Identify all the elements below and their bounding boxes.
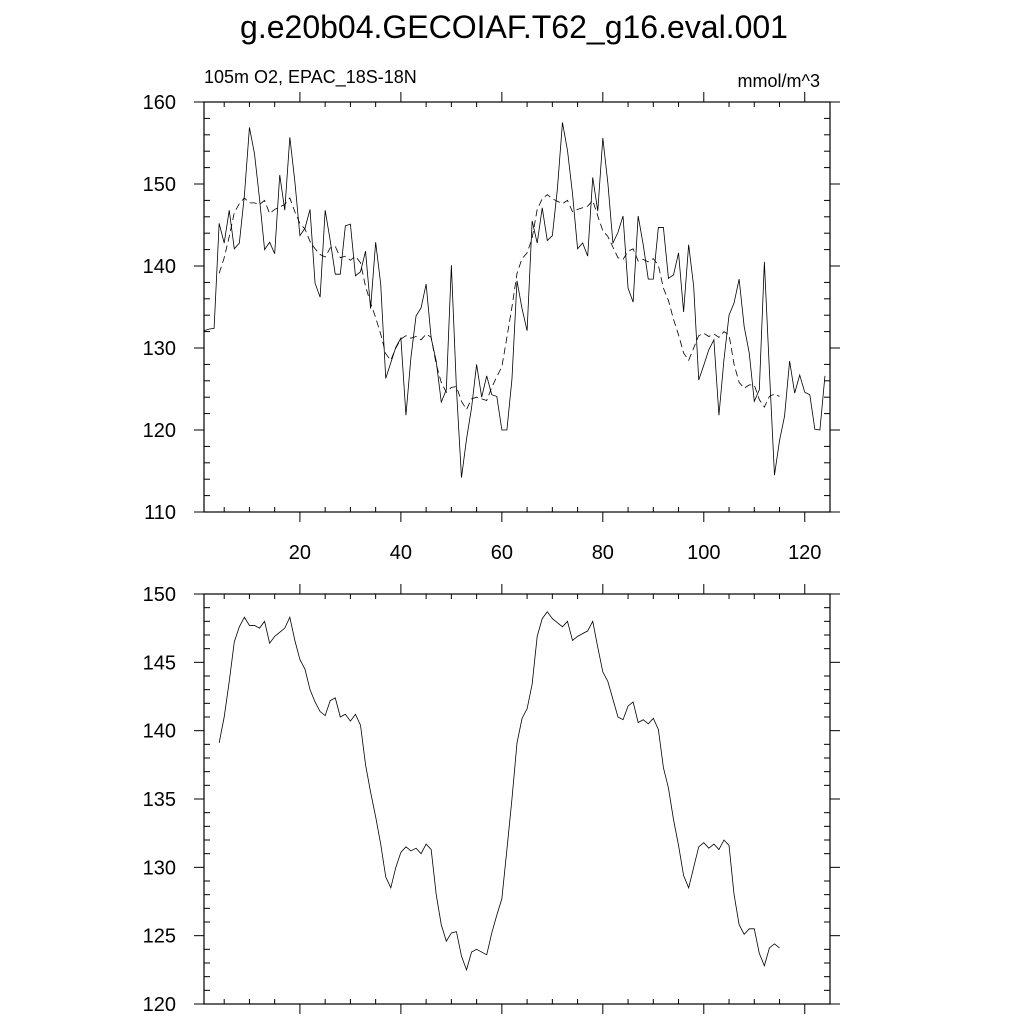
top-tick-layer xyxy=(194,92,840,522)
bottom-y-tick-label: 145 xyxy=(143,652,176,674)
top-x-tick-label: 100 xyxy=(687,542,720,564)
bottom-y-tick-label: 140 xyxy=(143,721,176,743)
top-series-dashed-line xyxy=(218,194,780,411)
bottom-y-tick-label: 135 xyxy=(143,789,176,811)
bottom-panel: 120 125 130 135 140 145 150 xyxy=(143,584,840,1016)
top-y-tick-label: 160 xyxy=(143,92,176,114)
bottom-y-tick-label: 150 xyxy=(143,584,176,606)
top-x-tick-label: 20 xyxy=(289,542,311,564)
top-panel-units-label: mmol/m^3 xyxy=(738,71,820,91)
top-series-solid-line xyxy=(203,122,826,478)
top-series-layer xyxy=(203,122,826,478)
bottom-series-layer xyxy=(218,611,780,972)
bottom-series-solid-line xyxy=(218,611,780,972)
top-x-tick-label: 60 xyxy=(491,542,513,564)
bottom-plot-frame xyxy=(203,593,831,1005)
bottom-y-tick-label: 125 xyxy=(143,926,176,948)
top-panel: 105m O2, EPAC_18S-18N mmol/m^3 20 40 60 80 1… xyxy=(143,67,840,564)
top-x-tick-label: 40 xyxy=(390,542,412,564)
top-y-tick-label: 120 xyxy=(143,420,176,442)
top-y-tick-label: 140 xyxy=(143,256,176,278)
top-x-tick-label: 120 xyxy=(788,542,821,564)
bottom-tick-label-layer: 120 125 130 135 140 145 150 xyxy=(143,584,176,1016)
top-x-tick-label: 80 xyxy=(592,542,614,564)
top-tick-label-layer: 20 40 60 80 100 120 110 120 130 140 150 160 xyxy=(143,92,822,564)
top-y-tick-label: 150 xyxy=(143,174,176,196)
top-panel-left-label: 105m O2, EPAC_18S-18N xyxy=(204,67,417,88)
bottom-y-tick-label: 130 xyxy=(143,857,176,879)
top-plot-frame xyxy=(203,101,831,513)
figure-title: g.e20b04.GECOIAF.T62_g16.eval.001 xyxy=(240,9,788,45)
bottom-y-tick-label: 120 xyxy=(143,994,176,1016)
top-y-tick-label: 110 xyxy=(144,502,176,524)
bottom-tick-layer xyxy=(194,584,840,1014)
top-y-tick-label: 130 xyxy=(143,338,176,360)
